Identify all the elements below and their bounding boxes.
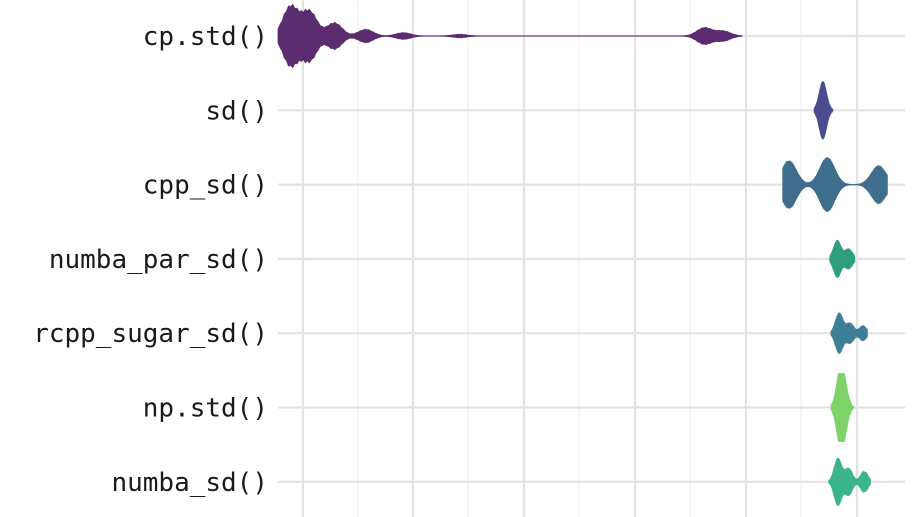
violin-5 [830,373,854,442]
y-tick-label-4: rcpp_sugar_sd() [33,319,268,349]
violin-1 [813,81,834,140]
violin-0 [277,3,743,69]
y-tick-label-5: np.std() [143,394,268,424]
violin-3 [829,240,856,278]
violin-2 [782,157,888,212]
violin-6 [828,457,871,506]
y-tick-label-6: numba_sd() [111,468,268,498]
y-tick-label-1: sd() [205,96,268,126]
y-tick-label-2: cpp_sd() [143,171,268,201]
y-tick-label-0: cp.std() [143,22,268,52]
violin-4 [830,312,868,354]
y-tick-label-3: numba_par_sd() [49,245,268,275]
